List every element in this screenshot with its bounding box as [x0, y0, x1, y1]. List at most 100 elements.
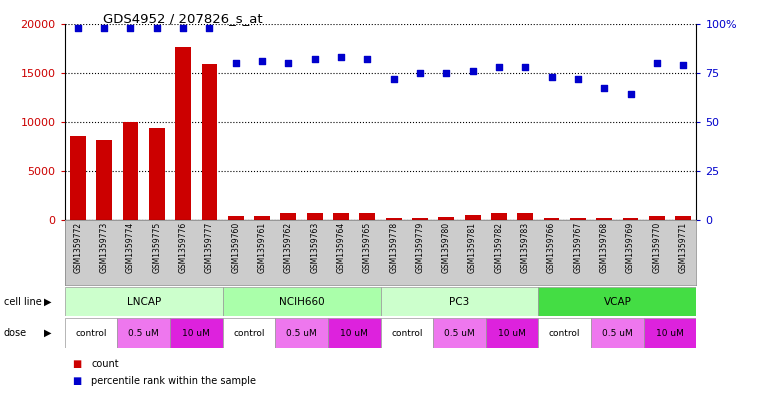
Bar — [328, 318, 380, 348]
Bar — [96, 140, 112, 220]
Bar — [412, 218, 428, 220]
Bar — [117, 318, 170, 348]
Bar — [570, 218, 586, 220]
Text: ▶: ▶ — [44, 328, 52, 338]
Bar — [517, 213, 533, 220]
Point — [519, 64, 531, 70]
Text: GSM1359783: GSM1359783 — [521, 222, 530, 273]
Bar — [223, 287, 380, 316]
Text: GSM1359780: GSM1359780 — [442, 222, 451, 273]
Text: control: control — [75, 329, 107, 338]
Point — [625, 91, 637, 97]
Text: GSM1359778: GSM1359778 — [389, 222, 398, 273]
Text: 0.5 uM: 0.5 uM — [444, 329, 475, 338]
Text: GSM1359760: GSM1359760 — [231, 222, 240, 273]
Bar — [539, 287, 696, 316]
Point — [177, 24, 189, 31]
Bar — [386, 218, 402, 220]
Text: GSM1359782: GSM1359782 — [495, 222, 504, 273]
Bar — [223, 318, 275, 348]
Text: GSM1359770: GSM1359770 — [652, 222, 661, 273]
Text: GSM1359769: GSM1359769 — [626, 222, 635, 273]
Bar — [65, 287, 223, 316]
Bar — [675, 216, 691, 220]
Text: GSM1359767: GSM1359767 — [573, 222, 582, 273]
Bar — [433, 318, 486, 348]
Text: GSM1359773: GSM1359773 — [100, 222, 109, 273]
Text: ▶: ▶ — [44, 297, 52, 307]
Text: control: control — [391, 329, 422, 338]
Point — [98, 24, 110, 31]
Point — [309, 56, 321, 62]
Text: ■: ■ — [72, 376, 81, 386]
Text: 10 uM: 10 uM — [656, 329, 684, 338]
Point — [151, 24, 163, 31]
Text: GSM1359771: GSM1359771 — [679, 222, 688, 273]
Point — [387, 75, 400, 82]
Text: GSM1359765: GSM1359765 — [363, 222, 372, 273]
Text: 10 uM: 10 uM — [498, 329, 526, 338]
Point — [256, 58, 268, 64]
Bar — [380, 318, 433, 348]
Text: control: control — [233, 329, 265, 338]
Bar — [491, 213, 507, 220]
Text: VCAP: VCAP — [603, 297, 632, 307]
Text: count: count — [91, 358, 119, 369]
Point — [335, 54, 347, 60]
Text: GSM1359772: GSM1359772 — [73, 222, 82, 273]
Text: GSM1359762: GSM1359762 — [284, 222, 293, 273]
Text: GSM1359777: GSM1359777 — [205, 222, 214, 273]
Bar — [465, 215, 480, 220]
Bar — [254, 216, 270, 220]
Text: control: control — [549, 329, 581, 338]
Text: GSM1359761: GSM1359761 — [257, 222, 266, 273]
Text: GSM1359763: GSM1359763 — [310, 222, 319, 273]
Bar — [597, 218, 612, 220]
Bar — [543, 218, 559, 220]
Bar — [170, 318, 223, 348]
Bar — [175, 47, 191, 220]
Text: GDS4952 / 207826_s_at: GDS4952 / 207826_s_at — [103, 12, 263, 25]
Bar — [438, 217, 454, 220]
Bar — [281, 213, 296, 220]
Bar — [275, 318, 328, 348]
Text: GSM1359768: GSM1359768 — [600, 222, 609, 273]
Text: 0.5 uM: 0.5 uM — [602, 329, 632, 338]
Text: GSM1359781: GSM1359781 — [468, 222, 477, 273]
Bar — [380, 287, 539, 316]
Bar — [202, 64, 218, 220]
Text: LNCAP: LNCAP — [126, 297, 161, 307]
Bar — [486, 318, 539, 348]
Bar — [622, 218, 638, 220]
Text: GSM1359764: GSM1359764 — [336, 222, 345, 273]
Bar — [149, 128, 164, 220]
Bar — [70, 136, 86, 220]
Text: percentile rank within the sample: percentile rank within the sample — [91, 376, 256, 386]
Text: 0.5 uM: 0.5 uM — [129, 329, 159, 338]
Point — [282, 60, 295, 66]
Text: GSM1359766: GSM1359766 — [547, 222, 556, 273]
Bar — [65, 318, 117, 348]
Bar — [123, 122, 139, 220]
Text: cell line: cell line — [4, 297, 42, 307]
Point — [440, 70, 452, 76]
Bar — [228, 216, 244, 220]
Text: 10 uM: 10 uM — [340, 329, 368, 338]
Point — [598, 85, 610, 92]
Point — [361, 56, 374, 62]
Point — [414, 70, 426, 76]
Bar — [649, 216, 665, 220]
Bar — [359, 213, 375, 220]
Text: 0.5 uM: 0.5 uM — [286, 329, 317, 338]
Text: GSM1359779: GSM1359779 — [416, 222, 425, 273]
Bar — [333, 213, 349, 220]
Text: dose: dose — [4, 328, 27, 338]
Point — [72, 24, 84, 31]
Text: GSM1359775: GSM1359775 — [152, 222, 161, 273]
Text: NCIH660: NCIH660 — [279, 297, 324, 307]
Point — [466, 68, 479, 74]
Bar — [539, 318, 591, 348]
Text: GSM1359774: GSM1359774 — [126, 222, 135, 273]
Text: ■: ■ — [72, 358, 81, 369]
Point — [677, 62, 689, 68]
